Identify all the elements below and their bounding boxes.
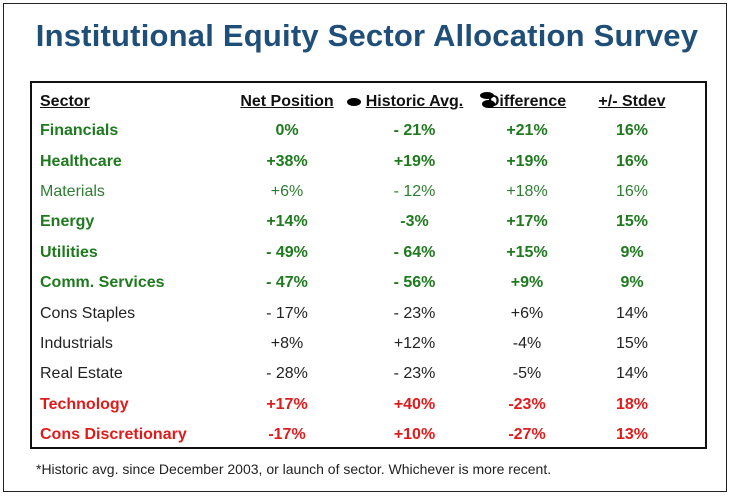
net-position-value: - 17%	[266, 304, 308, 322]
historic-avg-value: - 56%	[393, 274, 436, 292]
net-position-value: +8%	[270, 334, 304, 352]
sector-name: Energy	[40, 213, 95, 231]
sector-name: Technology	[40, 395, 129, 413]
historic-avg-value: +40%	[393, 395, 436, 413]
table-row: Technology +17% +40% -23% 18%	[40, 390, 697, 420]
table-row: Materials +6% - 12% +18% 16%	[40, 177, 697, 207]
table-row: Healthcare +38% +19% +19% 16%	[40, 146, 697, 176]
difference-value: -4%	[512, 334, 542, 352]
sector-name: Comm. Services	[40, 274, 165, 292]
difference-value: +21%	[506, 122, 548, 140]
difference-value: +19%	[506, 152, 548, 170]
historic-avg-value: - 21%	[393, 122, 436, 140]
ink-blot-mark	[482, 100, 495, 108]
table-row: Real Estate - 28% - 23% -5% 14%	[40, 359, 697, 389]
stdev-value: 16%	[615, 152, 649, 170]
stdev-value: 13%	[615, 426, 649, 444]
table-row: Cons Discretionary -17% +10% -27% 13%	[40, 420, 697, 450]
historic-avg-value: - 23%	[393, 365, 436, 383]
difference-value: -27%	[508, 426, 546, 444]
difference-value: +17%	[506, 213, 548, 231]
table-row: Energy +14% -3% +17% 15%	[40, 207, 697, 237]
sector-name: Cons Discretionary	[40, 426, 187, 444]
sector-name: Real Estate	[40, 365, 123, 383]
historic-avg-value: - 23%	[393, 304, 436, 322]
difference-value: +18%	[506, 182, 548, 200]
sector-name: Healthcare	[40, 152, 122, 170]
sector-name: Cons Staples	[40, 304, 136, 322]
sector-name: Financials	[40, 122, 119, 140]
ink-blot-mark	[480, 92, 494, 99]
table-row: Industrials +8% +12% -4% 15%	[40, 329, 697, 359]
difference-value: -5%	[512, 365, 542, 383]
net-position-value: +38%	[266, 152, 308, 170]
net-position-value: 0%	[275, 122, 299, 140]
difference-value: +6%	[510, 304, 544, 322]
table-row: Comm. Services - 47% - 56% +9% 9%	[40, 268, 697, 298]
difference-value: +15%	[506, 243, 548, 261]
sector-name: Industrials	[40, 334, 113, 352]
net-position-value: -17%	[268, 426, 306, 444]
allocation-table-box: Sector Net Position Historic Avg. Differ…	[30, 81, 707, 449]
net-position-value: - 49%	[266, 243, 308, 261]
stdev-value: 15%	[615, 213, 649, 231]
stdev-value: 9%	[620, 274, 644, 292]
difference-value: -23%	[508, 395, 546, 413]
stdev-value: 18%	[615, 395, 649, 413]
page-title: Institutional Equity Sector Allocation S…	[35, 18, 699, 53]
table-row: Cons Staples - 17% - 23% +6% 14%	[40, 298, 697, 328]
historic-avg-value: +12%	[393, 334, 436, 352]
header-sector: Sector	[40, 93, 90, 110]
difference-value: +9%	[510, 274, 544, 292]
net-position-value: +17%	[266, 395, 308, 413]
net-position-value: +14%	[266, 213, 308, 231]
stdev-value: 14%	[615, 365, 649, 383]
net-position-value: - 28%	[266, 365, 308, 383]
net-position-value: - 47%	[266, 274, 308, 292]
table-header-row: Sector Net Position Historic Avg. Differ…	[40, 88, 697, 116]
historic-avg-value: - 12%	[393, 182, 436, 200]
header-historic-avg: Historic Avg.	[365, 93, 464, 110]
stdev-value: 9%	[620, 243, 644, 261]
survey-panel: Institutional Equity Sector Allocation S…	[3, 3, 727, 492]
historic-avg-value: -3%	[400, 213, 429, 231]
stdev-value: 14%	[615, 304, 649, 322]
table-row: Utilities - 49% - 64% +15% 9%	[40, 238, 697, 268]
sector-name: Materials	[40, 182, 105, 200]
net-position-value: +6%	[270, 182, 304, 200]
historic-avg-value: +19%	[393, 152, 436, 170]
ink-blot-mark	[347, 98, 361, 106]
table-row: Financials 0% - 21% +21% 16%	[40, 116, 697, 146]
header-net-position: Net Position	[240, 93, 334, 110]
stdev-value: 16%	[615, 122, 649, 140]
header-stdev: +/- Stdev	[598, 93, 666, 110]
allocation-table: Sector Net Position Historic Avg. Differ…	[40, 88, 697, 450]
historic-avg-value: - 64%	[393, 243, 436, 261]
stdev-value: 16%	[615, 182, 649, 200]
sector-name: Utilities	[40, 243, 98, 261]
stdev-value: 15%	[615, 334, 649, 352]
header-difference: Difference	[487, 93, 567, 110]
footnote: *Historic avg. since December 2003, or l…	[36, 461, 552, 477]
historic-avg-value: +10%	[393, 426, 436, 444]
